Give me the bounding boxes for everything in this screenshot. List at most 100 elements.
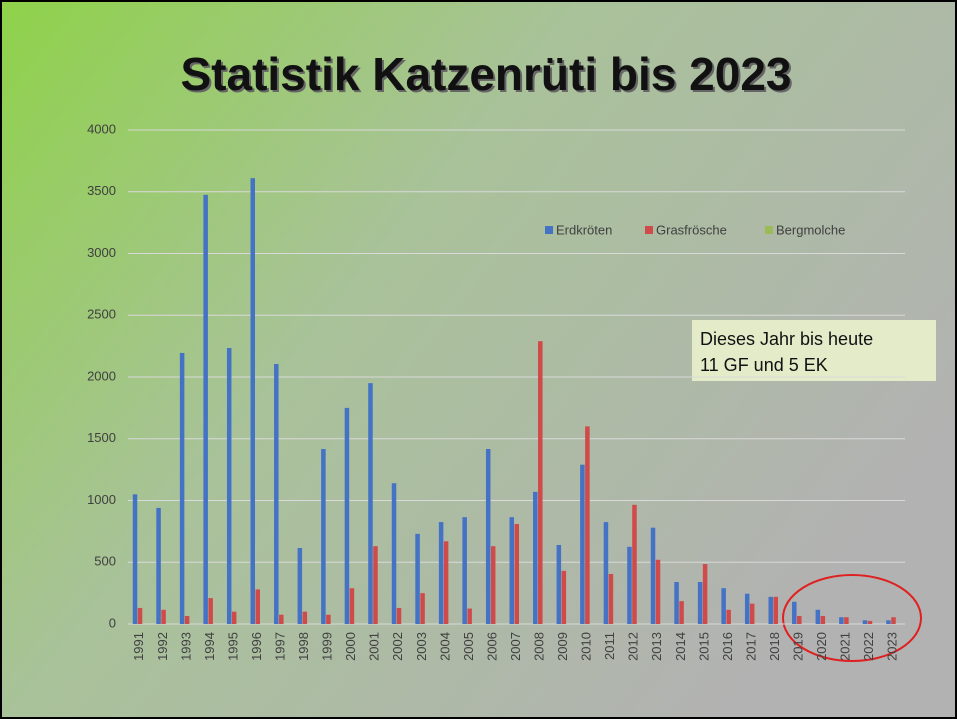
- x-tick-label: 1995: [225, 632, 240, 661]
- bar: [226, 347, 232, 624]
- x-tick-label: 2017: [743, 632, 758, 661]
- y-tick-label: 1500: [87, 430, 116, 445]
- bar: [815, 609, 821, 624]
- bar: [726, 609, 731, 624]
- bar: [650, 527, 656, 624]
- legend-label: Bergmolche: [776, 222, 845, 237]
- bar: [886, 620, 891, 624]
- bar: [137, 607, 143, 624]
- bar: [891, 617, 896, 624]
- bar: [721, 588, 726, 624]
- chart-title: Statistik Katzenrüti bis 2023: [181, 48, 792, 100]
- bar: [674, 582, 679, 624]
- x-tick-label: 2002: [390, 632, 405, 661]
- y-tick-label: 4000: [87, 121, 116, 136]
- x-tick-label: 2023: [885, 632, 900, 661]
- x-tick-label: 1996: [249, 632, 264, 661]
- bar: [485, 449, 491, 624]
- x-tick-label: 2000: [343, 632, 358, 661]
- y-tick-label: 3000: [87, 245, 116, 260]
- x-tick-label: 1992: [155, 632, 170, 661]
- title-shadow: Statistik Katzenrüti bis 2023: [183, 50, 794, 102]
- bar: [326, 614, 331, 624]
- bar: [797, 615, 802, 624]
- y-tick-label: 1000: [87, 492, 116, 507]
- bar: [749, 603, 755, 624]
- highlight-ellipse: [782, 574, 922, 662]
- annotation: 11 GF und 5 EK: [700, 355, 828, 375]
- bar: [250, 178, 255, 625]
- bar: [208, 598, 213, 624]
- x-tick-label: 2005: [461, 632, 476, 661]
- bar: [279, 614, 284, 624]
- x-tick-label: 2020: [814, 632, 829, 661]
- y-tick-label: 3500: [87, 183, 116, 198]
- bar: [161, 609, 166, 624]
- bar: [514, 523, 519, 624]
- bar: [773, 596, 778, 624]
- y-tick-label: 2000: [87, 368, 116, 383]
- bar: [274, 364, 279, 624]
- y-tick-label: 500: [94, 554, 116, 569]
- x-tick-label: 2009: [555, 632, 570, 661]
- x-tick-label: 2012: [626, 632, 641, 661]
- bar: [438, 522, 444, 624]
- bar: [538, 341, 543, 624]
- bar: [867, 620, 873, 624]
- bar: [768, 596, 773, 624]
- bar: [744, 593, 750, 624]
- bar: [368, 383, 373, 624]
- bar: [839, 617, 844, 624]
- x-tick-label: 2019: [790, 632, 805, 661]
- bar: [179, 352, 185, 624]
- bar: [679, 601, 684, 624]
- bar: [533, 491, 538, 624]
- x-tick-label: 1993: [178, 632, 193, 661]
- x-tick-label: 2014: [673, 632, 688, 661]
- bar: [655, 559, 661, 624]
- bar: [462, 517, 467, 624]
- bar: [561, 570, 567, 624]
- bar: [632, 504, 637, 624]
- x-tick-label: 2010: [579, 632, 594, 661]
- x-tick-label: 2003: [414, 632, 429, 661]
- x-tick-label: 2021: [838, 632, 853, 661]
- bar: [420, 593, 425, 624]
- bar: [702, 564, 708, 624]
- bar: [580, 464, 585, 624]
- legend-swatch: [765, 226, 773, 234]
- bar: [443, 541, 449, 624]
- x-tick-label: 1999: [320, 632, 335, 661]
- x-tick-label: 2022: [861, 632, 876, 661]
- bar: [608, 573, 614, 624]
- x-tick-label: 2006: [484, 632, 499, 661]
- bar: [556, 544, 562, 624]
- bar: [585, 426, 590, 624]
- bar: [415, 533, 420, 624]
- legend-label: Grasfrösche: [656, 222, 727, 237]
- bar: [132, 494, 138, 624]
- bar: [467, 608, 472, 624]
- bar: [627, 546, 632, 624]
- bar: [862, 620, 868, 624]
- bar: [396, 607, 402, 624]
- bar: [302, 611, 308, 624]
- x-tick-label: 1994: [202, 632, 217, 661]
- legend-swatch: [645, 226, 653, 234]
- bar: [373, 546, 378, 624]
- x-tick-label: 2011: [602, 632, 617, 660]
- bar: [255, 589, 260, 624]
- x-tick-label: 2008: [531, 632, 546, 661]
- bar: [792, 601, 797, 624]
- bar: [820, 615, 826, 624]
- annotation: Dieses Jahr bis heute: [700, 329, 873, 349]
- x-tick-label: 2007: [508, 632, 523, 661]
- bar: [697, 582, 703, 624]
- bar: [603, 522, 609, 624]
- annotation-box: [692, 320, 936, 381]
- bar: [844, 617, 849, 624]
- x-tick-label: 2016: [720, 632, 735, 661]
- x-tick-label: 2013: [649, 632, 664, 661]
- bar: [231, 611, 237, 624]
